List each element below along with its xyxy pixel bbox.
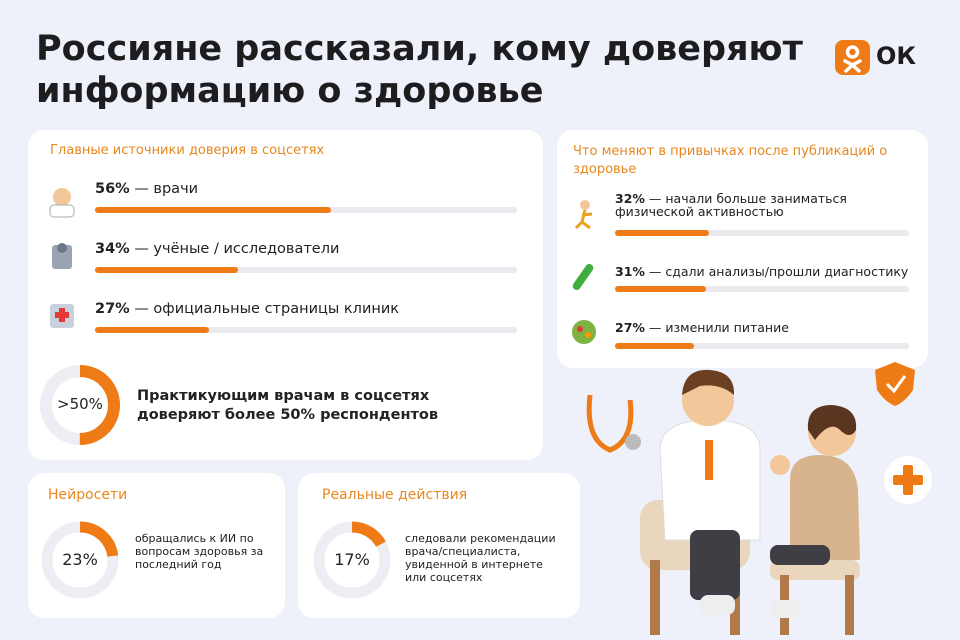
bar bbox=[615, 343, 695, 349]
ai-title: Нейросети bbox=[48, 487, 128, 503]
logo-icon bbox=[835, 40, 870, 75]
donut-label: 17% bbox=[334, 550, 370, 569]
item-label: 56% — врачи bbox=[95, 181, 198, 197]
bar bbox=[95, 267, 239, 273]
label: — официальные страницы клиник bbox=[134, 301, 400, 317]
donut bbox=[40, 365, 120, 445]
bar-track bbox=[95, 207, 517, 213]
bar-track bbox=[615, 343, 909, 349]
item-label: 27% — изменили питание bbox=[615, 321, 789, 334]
bar bbox=[615, 230, 710, 236]
donut-text: обращались к ИИ по вопросам здоровья за … bbox=[135, 532, 264, 571]
bar-track bbox=[95, 267, 517, 273]
value-label: 34% bbox=[95, 241, 130, 257]
value-label: 32% bbox=[615, 191, 645, 206]
value-label: 56% bbox=[95, 181, 130, 197]
value-label: 31% bbox=[615, 264, 645, 279]
donut bbox=[313, 521, 391, 599]
item-label: 31% — сдали анализы/прошли диагностику bbox=[615, 265, 908, 278]
label: — изменили питание bbox=[648, 320, 789, 335]
donut-label: 23% bbox=[62, 550, 98, 569]
bar bbox=[95, 327, 209, 333]
label: — врачи bbox=[134, 181, 199, 197]
label: — сдали анализы/прошли диагностику bbox=[648, 264, 909, 279]
actions-title: Реальные действия bbox=[322, 487, 468, 503]
habits-title: Что меняют в привычках после публикаций … bbox=[573, 144, 888, 177]
item-label: 34% — учёные / исследователи bbox=[95, 241, 339, 257]
bar bbox=[615, 286, 707, 292]
value-label: 27% bbox=[615, 320, 645, 335]
donut-text: Практикующим врачам в соцсетях доверяют … bbox=[137, 388, 439, 423]
page-title: Россияне рассказали, кому доверяют инфор… bbox=[36, 29, 803, 111]
icons bbox=[49, 188, 596, 344]
value-label: 27% bbox=[95, 301, 130, 317]
bar-track bbox=[615, 286, 909, 292]
donut-arc bbox=[313, 521, 391, 599]
donut bbox=[41, 521, 119, 599]
item-label: 27% — официальные страницы клиник bbox=[95, 301, 399, 317]
label: — начали больше заниматься физической ак… bbox=[615, 191, 847, 219]
habits-card bbox=[557, 130, 928, 368]
logo-text: ОК bbox=[876, 42, 917, 70]
donut-text: следовали рекомендации врача/специалиста… bbox=[405, 532, 556, 584]
bar-track bbox=[95, 327, 517, 333]
trust-title: Главные источники доверия в соцсетях bbox=[50, 143, 325, 158]
label: — учёные / исследователи bbox=[134, 241, 340, 257]
doctor-scene bbox=[586, 362, 932, 635]
bar bbox=[95, 207, 332, 213]
bar-track bbox=[615, 230, 909, 236]
donut-arc bbox=[40, 365, 120, 445]
donut-label: >50% bbox=[57, 395, 103, 413]
donut-arc bbox=[41, 521, 119, 599]
item-label: 32% — начали больше заниматься физическо… bbox=[615, 192, 895, 218]
